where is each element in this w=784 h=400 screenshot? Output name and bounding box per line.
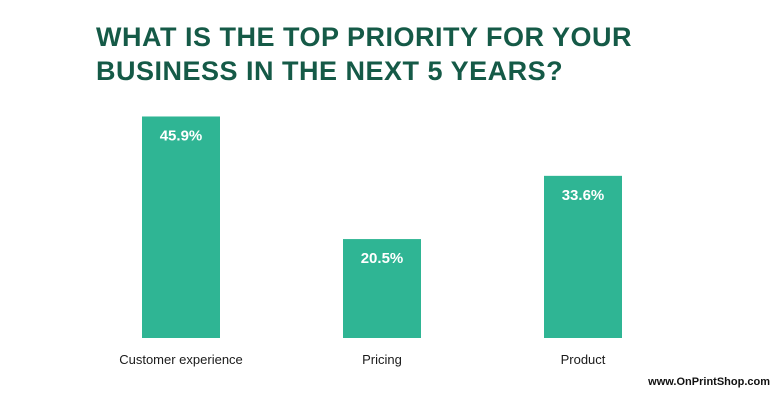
category-label: Pricing <box>362 352 402 367</box>
bar-pricing <box>343 239 421 338</box>
bar-product <box>544 175 622 338</box>
bar-value-label: 45.9% <box>160 127 203 144</box>
category-label: Customer experience <box>119 352 243 367</box>
chart-title-line-1: WHAT IS THE TOP PRIORITY FOR YOUR <box>96 22 633 52</box>
watermark-url: www.OnPrintShop.com <box>648 376 770 388</box>
chart-title-line-2: BUSINESS IN THE NEXT 5 YEARS? <box>96 56 564 86</box>
category-label: Product <box>561 352 606 367</box>
chart-title: WHAT IS THE TOP PRIORITY FOR YOUR BUSINE… <box>96 20 696 88</box>
bar-customer-experience <box>142 116 220 338</box>
bar-value-label: 20.5% <box>361 250 404 267</box>
bar-value-label: 33.6% <box>562 187 605 204</box>
